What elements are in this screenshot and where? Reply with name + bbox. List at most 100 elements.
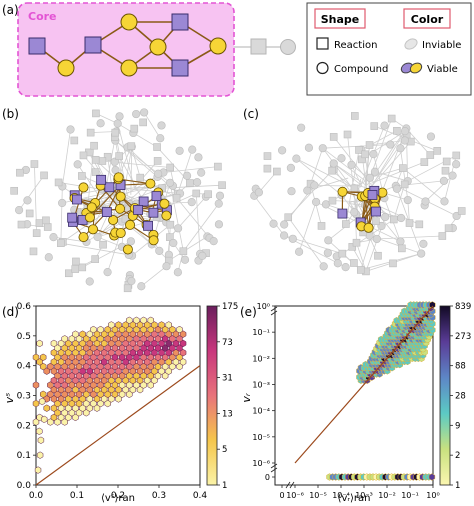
plot-d-xlabel: ⟨vˢ⟩ran bbox=[101, 493, 135, 504]
inviable-compound-node bbox=[369, 149, 378, 159]
inviable-compound-node bbox=[169, 238, 178, 248]
inviable-edge bbox=[253, 195, 285, 236]
inviable-reaction-node bbox=[438, 232, 447, 240]
y-tick-label: 0.0 bbox=[17, 481, 32, 491]
inviable-compound-node bbox=[280, 39, 296, 55]
inviable-edge bbox=[287, 170, 333, 218]
colorbar-tick-label: 9 bbox=[455, 421, 460, 431]
inviable-compound-node bbox=[175, 146, 184, 155]
inviable-edge bbox=[425, 175, 453, 202]
inviable-reaction-node bbox=[42, 216, 50, 225]
inviable-compound-node bbox=[254, 188, 263, 197]
inviable-edge bbox=[18, 175, 45, 211]
inviable-edge bbox=[168, 236, 208, 262]
inviable-reaction-node bbox=[328, 166, 336, 175]
inviable-compound-node bbox=[318, 144, 327, 153]
inviable-edge bbox=[333, 163, 362, 186]
inviable-reaction-node bbox=[350, 184, 359, 193]
inviable-compound-node bbox=[448, 171, 457, 180]
inviable-compound-node bbox=[194, 153, 203, 162]
inviable-reaction-node bbox=[153, 143, 161, 151]
inviable-reaction-node bbox=[415, 220, 424, 229]
y-tick-label: 10⁰ bbox=[257, 302, 270, 311]
viable-reaction-node bbox=[101, 207, 112, 217]
inviable-compound-node bbox=[155, 246, 164, 255]
viable-compound-node bbox=[122, 244, 133, 255]
inviable-edge bbox=[116, 187, 181, 194]
inviable-reaction-node bbox=[343, 130, 352, 139]
inviable-reaction-node bbox=[328, 196, 337, 205]
inviable-reaction-node bbox=[355, 146, 363, 154]
viable-compound-node bbox=[120, 59, 138, 77]
viable-compound-node bbox=[86, 202, 97, 213]
legend-compound: Compound bbox=[334, 64, 388, 75]
inviable-reaction-node bbox=[35, 219, 44, 227]
inviable-edge bbox=[134, 160, 158, 188]
viable-reaction-node bbox=[138, 196, 149, 207]
viable-reaction-node bbox=[96, 174, 107, 185]
y-tick-label: 10⁻⁶ bbox=[252, 459, 270, 468]
viable-compound-node bbox=[113, 172, 124, 183]
inviable-edge bbox=[117, 123, 158, 148]
x-tick-label: 10⁻⁵ bbox=[309, 491, 327, 500]
colorbar-tick-label: 88 bbox=[455, 362, 466, 372]
plot-e-ylabel: vᵣ bbox=[240, 392, 253, 403]
inviable-reaction-node bbox=[441, 166, 450, 175]
inviable-compound-node bbox=[132, 109, 141, 119]
colorbar-tick-label: 5 bbox=[222, 445, 227, 455]
inviable-reaction-node bbox=[111, 128, 120, 137]
inviable-edge bbox=[298, 201, 317, 252]
viable-compound-node bbox=[125, 219, 136, 230]
inviable-compound-node bbox=[214, 199, 223, 208]
inviable-edge bbox=[310, 148, 324, 184]
inviable-reaction-node bbox=[365, 141, 374, 149]
inviable-edge bbox=[322, 147, 367, 183]
inviable-reaction-node bbox=[71, 265, 80, 273]
legend-viable: Viable bbox=[427, 64, 458, 75]
inviable-compound-node bbox=[14, 205, 24, 215]
colorbar-tick-label: 31 bbox=[222, 374, 233, 384]
x-tick-label: 10⁻³ bbox=[355, 491, 373, 500]
x-tick-label: 10⁻⁴ bbox=[332, 491, 350, 500]
viable-reaction-node bbox=[104, 182, 115, 193]
viable-compound-node bbox=[161, 210, 172, 221]
inviable-compound-node bbox=[280, 220, 289, 229]
inviable-reaction-node bbox=[387, 114, 396, 123]
hex-bin bbox=[34, 466, 42, 474]
inviable-compound-node bbox=[303, 186, 312, 195]
hex-bin bbox=[39, 353, 47, 361]
plot-e-xlabel: ⟨vᵣ⟩ran bbox=[338, 493, 371, 504]
hex-bin bbox=[32, 399, 40, 408]
viable-compound-node bbox=[87, 224, 98, 235]
inviable-compound-node bbox=[350, 208, 359, 217]
hex-bin bbox=[32, 381, 40, 389]
inviable-compound-node bbox=[198, 251, 207, 260]
legend-shape-title-box bbox=[314, 8, 366, 29]
hex-bin bbox=[37, 436, 45, 444]
inviable-reaction-node bbox=[127, 142, 136, 150]
viable-compound-node bbox=[159, 198, 170, 209]
inviable-edge bbox=[143, 112, 161, 139]
inviable-reaction-node bbox=[79, 151, 88, 160]
viable-compound-node bbox=[84, 212, 95, 223]
inviable-compound-node bbox=[380, 121, 389, 130]
inviable-compound-node bbox=[180, 255, 190, 264]
core-network bbox=[28, 13, 227, 77]
hex-bin bbox=[108, 321, 115, 329]
y-tick-label: 0.5 bbox=[17, 332, 31, 342]
inviable-reaction-node bbox=[420, 158, 429, 166]
inviable-edge bbox=[376, 235, 443, 240]
inviable-compound-node bbox=[323, 248, 332, 257]
y-tick-label: 10⁻⁵ bbox=[252, 433, 270, 442]
inviable-reaction-node bbox=[91, 168, 100, 176]
inviable-compound-node bbox=[311, 197, 321, 207]
inviable-compound-node bbox=[347, 160, 356, 169]
inviable-reaction-node bbox=[186, 179, 194, 187]
inviable-reaction-node bbox=[426, 151, 435, 159]
inviable-compound-node bbox=[73, 160, 82, 169]
inviable-reaction-node bbox=[350, 259, 358, 267]
inviable-reaction-node bbox=[78, 263, 87, 272]
inviable-reaction-node bbox=[43, 223, 52, 231]
inviable-reaction-node bbox=[57, 239, 65, 247]
inviable-reaction-node bbox=[98, 157, 107, 165]
